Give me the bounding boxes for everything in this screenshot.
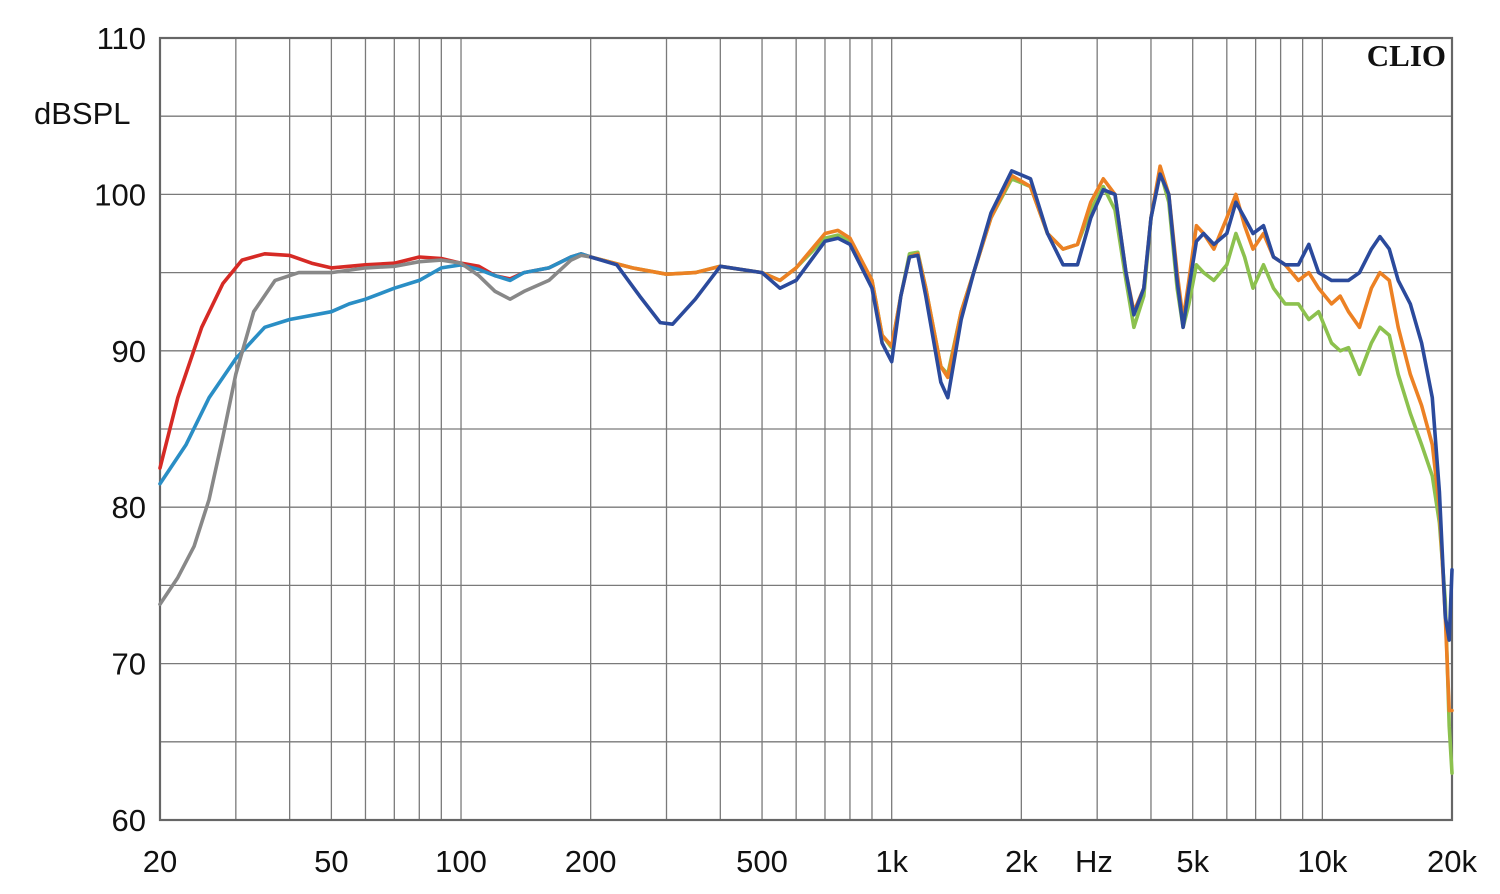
y-tick-label: 90 <box>112 334 146 369</box>
y-tick-label: 60 <box>112 803 146 838</box>
x-tick-label: 1k <box>875 844 908 879</box>
y-tick-label: 110 <box>97 21 146 56</box>
series-line-3 <box>158 253 593 606</box>
series-lines <box>158 164 1454 775</box>
x-tick-label: 100 <box>435 844 487 879</box>
x-tick-label: 20k <box>1427 844 1477 879</box>
x-tick-label: 50 <box>314 844 348 879</box>
y-tick-label: 80 <box>112 490 146 525</box>
series-line-6 <box>588 169 1454 642</box>
x-tick-label: 10k <box>1297 844 1347 879</box>
y-tick-label: 100 <box>94 177 146 212</box>
y-axis-label: dBSPL <box>34 96 131 131</box>
x-tick-label: 2k <box>1005 844 1038 879</box>
x-axis-label: Hz <box>1075 844 1113 879</box>
series-line-2 <box>158 252 593 486</box>
tick-labels: 110 100 90 80 70 60 20 50 100 200 500 1k 2k 5k 10k 20k <box>94 21 1477 879</box>
x-tick-label: 200 <box>565 844 617 879</box>
grid-lines <box>160 38 1452 820</box>
x-tick-label: 20 <box>143 844 177 879</box>
plot-frame <box>158 36 1454 822</box>
y-tick-label: 70 <box>112 647 146 682</box>
x-tick-label: 500 <box>736 844 788 879</box>
x-tick-label: 5k <box>1176 844 1209 879</box>
brand-backdrop <box>1350 40 1448 74</box>
clio-brand: CLIO <box>1367 38 1446 73</box>
